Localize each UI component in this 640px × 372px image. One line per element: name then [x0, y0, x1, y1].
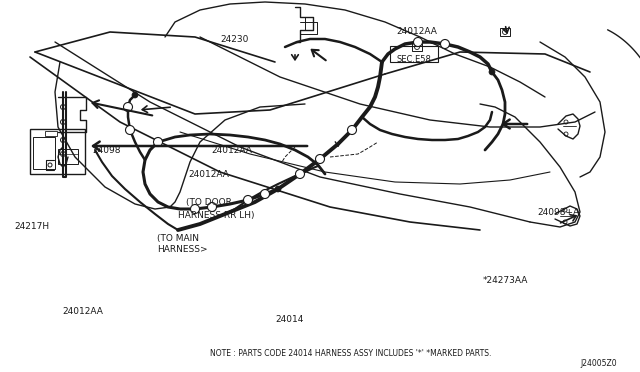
Text: 24012AA: 24012AA — [63, 307, 104, 316]
Circle shape — [191, 205, 200, 214]
Circle shape — [243, 196, 253, 205]
Bar — [58, 149, 78, 164]
Text: NOTE : PARTS CODE 24014 HARNESS ASSY INCLUDES '*' *MARKED PARTS.: NOTE : PARTS CODE 24014 HARNESS ASSY INC… — [210, 350, 492, 359]
Bar — [500, 28, 510, 36]
Text: 24014: 24014 — [275, 315, 303, 324]
Bar — [30, 129, 85, 174]
Bar — [412, 43, 422, 51]
Text: *24273AA: *24273AA — [483, 276, 529, 285]
Bar — [33, 137, 55, 169]
Text: 24012AA: 24012AA — [397, 27, 438, 36]
Text: HARNESS RR LH): HARNESS RR LH) — [178, 211, 255, 220]
Circle shape — [296, 170, 305, 179]
Text: 24012AA: 24012AA — [211, 146, 252, 155]
Text: J24005Z0: J24005Z0 — [580, 359, 616, 369]
Text: 24098+A: 24098+A — [538, 208, 580, 217]
Text: 24098: 24098 — [93, 146, 122, 155]
Circle shape — [154, 138, 163, 147]
Circle shape — [124, 103, 132, 112]
Text: 24012AA: 24012AA — [189, 170, 230, 179]
Circle shape — [348, 125, 356, 135]
Text: (TO MAIN: (TO MAIN — [157, 234, 199, 243]
Circle shape — [207, 202, 216, 212]
Circle shape — [125, 125, 134, 135]
Text: 24230: 24230 — [221, 35, 249, 44]
Circle shape — [413, 38, 422, 46]
Circle shape — [132, 92, 138, 98]
Text: SEC.E58: SEC.E58 — [397, 55, 431, 64]
Circle shape — [316, 154, 324, 164]
Circle shape — [275, 186, 281, 192]
Text: HARNESS>: HARNESS> — [157, 245, 207, 254]
Circle shape — [440, 39, 449, 48]
Text: (TO DOOR: (TO DOOR — [186, 198, 232, 207]
Text: 24217H: 24217H — [14, 222, 49, 231]
Bar — [390, 46, 438, 62]
Circle shape — [489, 69, 495, 75]
Circle shape — [260, 189, 269, 199]
Bar — [45, 131, 57, 136]
